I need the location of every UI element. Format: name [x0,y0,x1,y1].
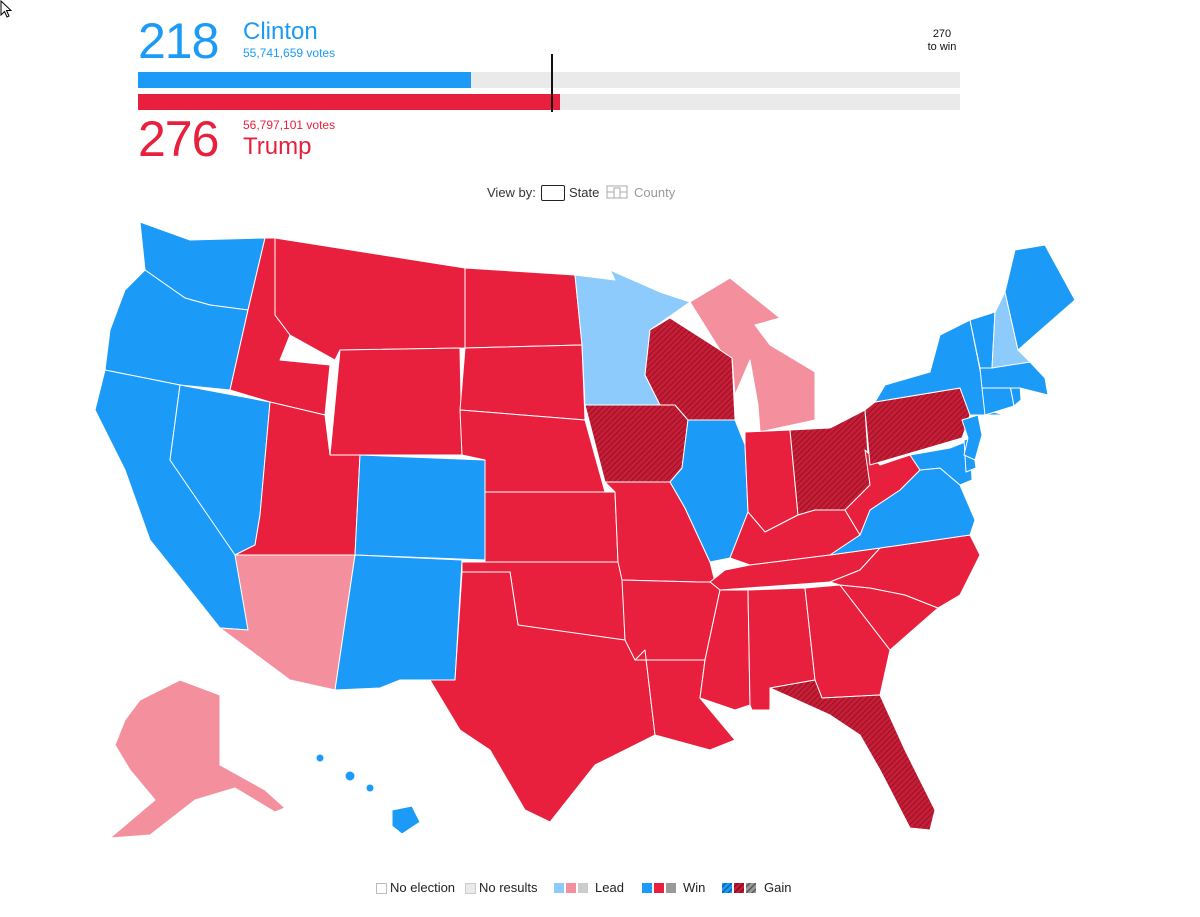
state-IA[interactable] [585,405,688,482]
trump-progress-bar [138,94,960,110]
state-IN[interactable] [745,430,798,532]
state-AK[interactable] [110,680,285,838]
legend-win: Win [683,880,705,896]
trump-popular-votes: 56,797,101 votes [243,118,335,132]
gain-other-swatch [746,883,756,893]
clinton-progress-bar [138,72,960,88]
threshold-text: to win [902,41,982,54]
state-NM[interactable] [335,555,462,690]
state-KS[interactable] [485,492,618,562]
legend-lead: Lead [595,880,624,896]
gain-rep-swatch [734,883,744,893]
state-FL[interactable] [770,680,935,830]
state-HI-island-3[interactable] [316,754,324,762]
gain-dem-swatch [722,883,732,893]
view-by-label: View by: [487,185,536,200]
legend-gain: Gain [764,880,791,896]
no-election-swatch [376,883,387,894]
lead-rep-swatch [566,883,576,893]
threshold-marker [551,54,553,112]
state-HI-island-4[interactable] [366,784,374,792]
win-dem-swatch [642,883,652,893]
county-view-icon[interactable] [606,185,628,199]
clinton-progress-fill [138,72,471,88]
state-ND[interactable] [465,268,582,348]
state-WY[interactable] [330,348,462,455]
threshold-label: 270 to win [902,28,982,54]
clinton-electoral-count: 218 [138,14,218,68]
threshold-number: 270 [902,28,982,41]
state-MT[interactable] [275,238,465,360]
state-CT[interactable] [982,385,1014,415]
trump-name: Trump [243,133,311,161]
state-view-option[interactable]: State [569,185,599,200]
legend-no-election: No election [390,880,455,896]
state-CO[interactable] [355,455,485,560]
state-AR[interactable] [622,580,720,660]
state-HI-island-2[interactable] [345,771,355,781]
win-other-swatch [666,883,676,893]
clinton-popular-votes: 55,741,659 votes [243,46,335,60]
trump-electoral-count: 276 [138,112,218,166]
us-election-map [70,210,1130,850]
lead-other-swatch [578,883,588,893]
lead-dem-swatch [554,883,564,893]
state-SD[interactable] [460,345,585,420]
win-rep-swatch [654,883,664,893]
map-legend: No election No results Lead Win Gain [0,880,1200,898]
state-HI[interactable] [392,806,420,834]
clinton-name: Clinton [243,18,318,46]
trump-progress-fill [138,94,560,110]
mouse-cursor-icon [0,0,14,20]
state-ME[interactable] [1005,245,1075,350]
no-results-swatch [465,883,476,894]
county-view-option[interactable]: County [634,185,675,200]
state-NJ[interactable] [962,415,982,460]
legend-no-results: No results [479,880,538,896]
state-view-icon[interactable] [541,185,565,201]
